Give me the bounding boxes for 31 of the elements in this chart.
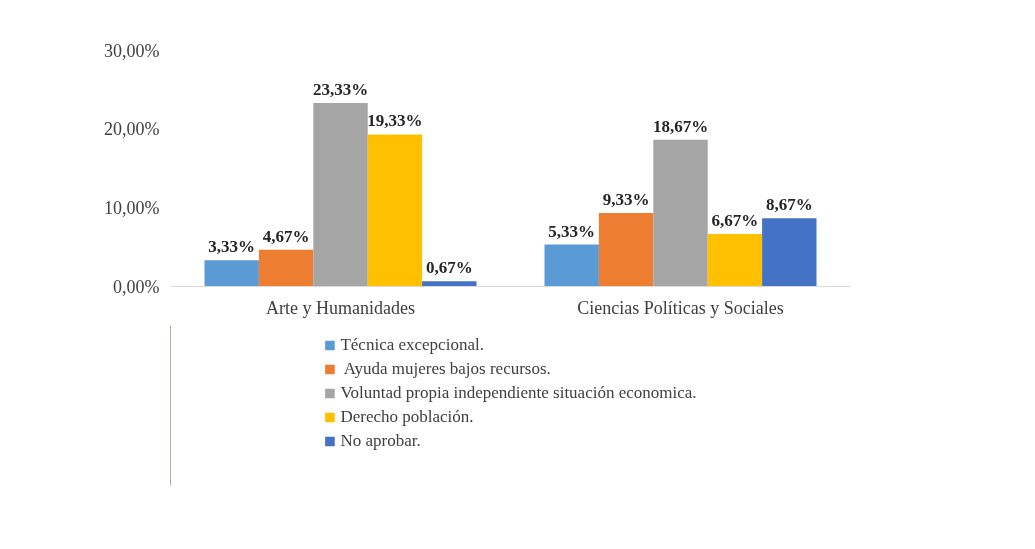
data-label: 8,67%: [765, 195, 813, 215]
legend-label: No aprobar.: [340, 431, 421, 451]
bar: [204, 260, 259, 287]
data-label: 5,33%: [548, 221, 596, 241]
legend-label: Voluntad propia independiente situación economica.: [340, 383, 697, 403]
bar: [544, 244, 599, 287]
data-label: 6,67%: [711, 211, 759, 231]
data-label: 0,67%: [425, 258, 473, 278]
bar: [598, 213, 654, 287]
data-label: 19,33%: [367, 111, 423, 131]
bar: [653, 139, 708, 287]
bar: [367, 134, 423, 287]
data-label: 18,67%: [652, 116, 709, 136]
data-label: 3,33%: [208, 237, 256, 257]
bar: [707, 234, 763, 287]
y-tick-label: 0,00%: [113, 276, 160, 297]
y-tick-label: 30,00%: [104, 40, 160, 61]
bar: [762, 218, 817, 287]
legend-label: Ayuda mujeres bajos recursos.: [342, 359, 551, 379]
data-label: 4,67%: [262, 226, 310, 246]
x-tick-label: Ciencias Políticas y Sociales: [577, 297, 784, 318]
data-label: 23,33%: [312, 79, 369, 99]
bar: [422, 281, 477, 287]
x-tick-label: Arte y Humanidades: [266, 297, 415, 318]
data-label: 9,33%: [602, 190, 650, 210]
bar: [313, 102, 368, 287]
y-tick-label: 20,00%: [104, 119, 160, 140]
bar: [258, 249, 314, 287]
y-tick-label: 10,00%: [104, 197, 160, 218]
legend-label: Técnica excepcional.: [340, 335, 484, 355]
legend-label: Derecho población.: [340, 407, 474, 427]
